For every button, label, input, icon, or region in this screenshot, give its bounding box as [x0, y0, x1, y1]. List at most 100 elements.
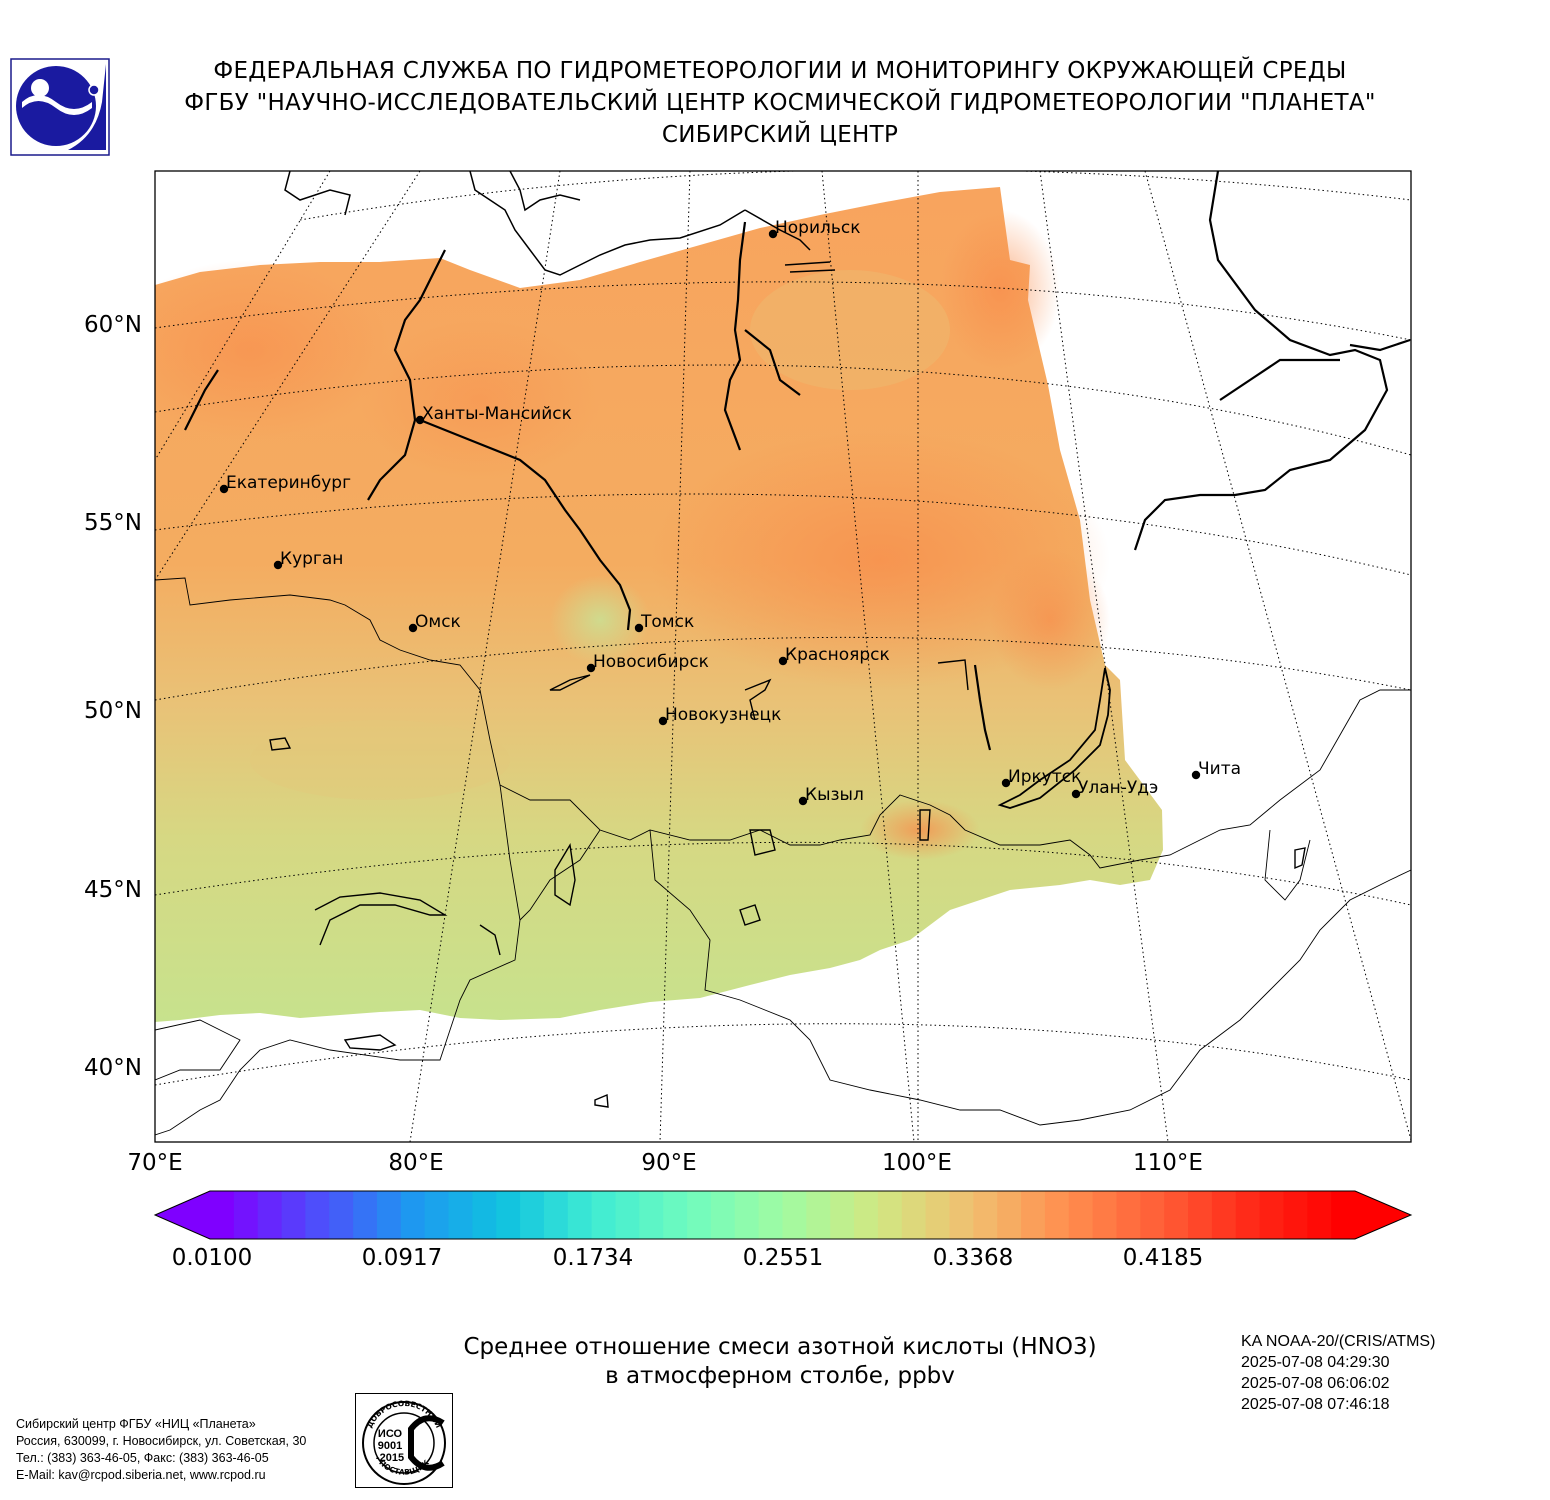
colorbar-segment	[520, 1191, 545, 1239]
header-line-2: ФГБУ "НАУЧНО-ИССЛЕДОВАТЕЛЬСКИЙ ЦЕНТР КОС…	[184, 90, 1376, 116]
colorbar-segment	[400, 1191, 426, 1239]
contact-line-3: Тел.: (383) 363-46-05, Факс: (383) 363-4…	[16, 1451, 269, 1465]
colorbar-segment	[1331, 1191, 1356, 1239]
colorbar-segment	[329, 1191, 354, 1239]
colorbar-tick-4: 0.2551	[742, 1245, 824, 1271]
colorbar-segment	[210, 1191, 235, 1239]
colorbar-segment	[973, 1191, 998, 1239]
city-label: Томск	[640, 612, 694, 632]
city-label: Кызыл	[805, 785, 864, 805]
colorbar-segment	[281, 1191, 307, 1239]
colorbar-max-extension	[1355, 1191, 1411, 1239]
city-label: Чита	[1198, 759, 1241, 779]
colorbar-segment	[591, 1191, 617, 1239]
colorbar-tick-3: 0.1734	[552, 1245, 634, 1271]
colorbar-segment	[472, 1191, 497, 1239]
map-area: Норильск Ханты-Мансийск Екатеринбург Курган…	[155, 171, 1411, 1142]
colorbar-segment	[877, 1191, 903, 1239]
satellite-name: KA NOAA-20/(CRIS/ATMS)	[1241, 1333, 1436, 1350]
header-line-3: СИБИРСКИЙ ЦЕНТР	[661, 122, 899, 148]
iso-stamp-line-2: 9001	[378, 1440, 402, 1452]
colorbar-segment	[734, 1191, 760, 1239]
colorbar-segment	[233, 1191, 259, 1239]
map-frame	[154, 170, 1412, 1143]
planeta-logo-icon	[10, 58, 110, 156]
country-borders	[155, 577, 1411, 1136]
city-marker	[778, 656, 788, 666]
colorbar-outline	[153, 1190, 1413, 1240]
coastline	[284, 171, 836, 276]
lon-label-80: 80°E	[388, 1150, 444, 1176]
colorbar-segment	[949, 1191, 974, 1239]
colorbar-segment	[997, 1191, 1022, 1239]
city-label: Екатеринбург	[226, 473, 351, 493]
lakes	[269, 659, 1306, 1108]
colorbar-segment	[925, 1191, 951, 1239]
colorbar-segment	[758, 1191, 784, 1239]
colorbar-tick-2: 0.0917	[361, 1245, 443, 1271]
lat-label-40: 40°N	[84, 1055, 142, 1081]
city-marker	[219, 484, 229, 494]
lon-label-90: 90°E	[641, 1150, 697, 1176]
city-marker	[1071, 789, 1081, 799]
colorbar-segment	[257, 1191, 283, 1239]
colorbar-segment	[1116, 1191, 1141, 1239]
city-marker	[415, 415, 425, 425]
colorbar-segment	[854, 1191, 879, 1239]
iso-stamp-line-1: ИСО	[378, 1428, 403, 1440]
city-marker	[1191, 770, 1201, 780]
colorbar-tick-5: 0.3368	[932, 1245, 1014, 1271]
iso-stamp-line-3: -2015	[376, 1452, 404, 1464]
colorbar-segment	[1164, 1191, 1189, 1239]
city-label: Новосибирск	[593, 652, 709, 672]
colorbar-segment	[353, 1191, 378, 1239]
colorbar-segment	[663, 1191, 688, 1239]
rivers	[184, 171, 1411, 751]
colorbar-segment	[376, 1191, 402, 1239]
satellite-time-2: 2025-07-08 06:06:02	[1241, 1375, 1390, 1392]
colorbar-segment	[424, 1191, 450, 1239]
lat-label-45: 45°N	[84, 877, 142, 903]
city-markers: Норильск Ханты-Мансийск Екатеринбург Курган…	[219, 218, 1241, 806]
colorbar-segment	[615, 1191, 640, 1239]
colorbar-segment	[1068, 1191, 1094, 1239]
colorbar-segment	[1092, 1191, 1118, 1239]
colorbar-segment	[639, 1191, 664, 1239]
lon-label-70: 70°E	[127, 1150, 183, 1176]
lon-label-110: 110°E	[1133, 1150, 1203, 1176]
city-label: Омск	[415, 612, 461, 632]
city-marker	[768, 229, 778, 239]
contact-line-1: Сибирский центр ФГБУ «НИЦ «Планета»	[16, 1417, 256, 1431]
city-label: Курган	[280, 549, 343, 569]
product-title-line-2: в атмосферном столбе, ppbv	[605, 1363, 955, 1389]
colorbar-min-extension	[155, 1191, 210, 1239]
colorbar-segment	[1283, 1191, 1308, 1239]
header-line-1: ФЕДЕРАЛЬНАЯ СЛУЖБА ПО ГИДРОМЕТЕОРОЛОГИИ …	[213, 58, 1347, 84]
graticule-meridians	[155, 171, 1411, 1142]
city-marker	[273, 560, 283, 570]
colorbar-segment	[1188, 1191, 1213, 1239]
colorbar-tick-1: 0.0100	[171, 1245, 253, 1271]
colorbar-segment	[305, 1191, 330, 1239]
lat-label-60: 60°N	[84, 312, 142, 338]
city-marker	[586, 663, 596, 673]
city-label: Иркутск	[1008, 767, 1081, 787]
colorbar-segment	[1259, 1191, 1285, 1239]
colorbar-segment	[543, 1191, 569, 1239]
city-marker	[634, 623, 644, 633]
satellite-time-1: 2025-07-08 04:29:30	[1241, 1354, 1390, 1371]
product-title-line-1: Среднее отношение смеси азотной кислоты …	[463, 1334, 1097, 1360]
contact-line-2: Россия, 630099, г. Новосибирск, ул. Сове…	[16, 1434, 307, 1448]
colorbar-segment	[710, 1191, 736, 1239]
colorbar-segment	[1044, 1191, 1070, 1239]
lake-baikal	[997, 667, 1111, 809]
city-marker	[408, 623, 418, 633]
colorbar-segment	[1021, 1191, 1046, 1239]
contact-line-4: E-Mail: kav@rcpod.siberia.net, www.rcpod…	[16, 1468, 266, 1482]
lat-label-50: 50°N	[84, 698, 142, 724]
city-label: Новокузнецк	[665, 705, 781, 725]
colorbar	[153, 1190, 1413, 1240]
colorbar-segment	[1307, 1191, 1332, 1239]
city-label: Норильск	[775, 218, 861, 238]
